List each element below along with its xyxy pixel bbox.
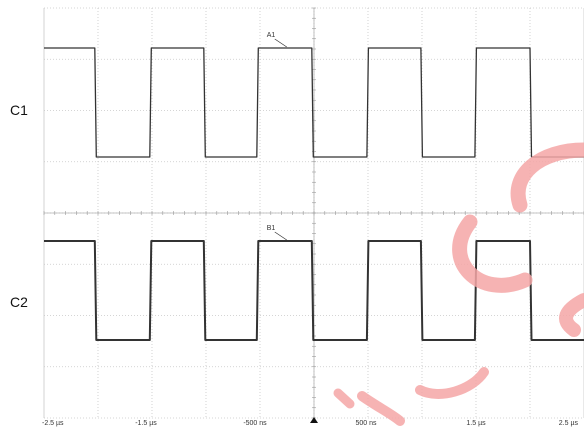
trigger-marker: [310, 417, 318, 423]
x-tick-label: -1.5 µs: [135, 420, 157, 427]
waveform-c1: [44, 47, 584, 158]
marker-leader-c2: [274, 231, 287, 241]
x-tick-label: -500 ns: [243, 420, 267, 427]
marker-label-c2: B1: [267, 225, 276, 232]
x-tick-label: 2.5 µs: [559, 420, 579, 427]
channel-label-c2: C2: [10, 294, 28, 310]
x-tick-label: 1.5 µs: [466, 420, 486, 427]
x-tick-label: -2.5 µs: [42, 420, 64, 427]
marker-leader-c1: [274, 38, 287, 48]
channel-label-c1: C1: [10, 102, 28, 118]
marker-label-c1: A1: [267, 32, 276, 39]
x-tick-label: 500 ns: [355, 420, 377, 427]
